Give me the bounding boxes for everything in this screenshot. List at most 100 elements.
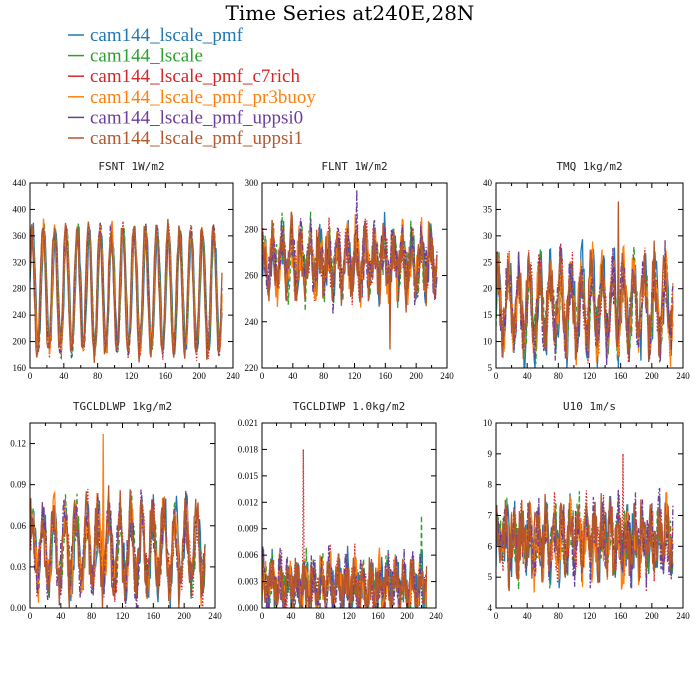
x-tick-label: 120 <box>583 611 597 621</box>
series-line <box>496 201 674 361</box>
figure-title: Time Series at240E,28N <box>226 1 475 25</box>
x-tick-label: 40 <box>59 371 69 381</box>
x-tick-label: 0 <box>260 611 265 621</box>
x-tick-label: 240 <box>429 611 443 621</box>
legend-label: cam144_lscale_pmf_uppsi1 <box>90 128 303 149</box>
y-tick-label: 0.021 <box>238 418 258 428</box>
panel-title: FSNT 1W/m2 <box>98 160 164 173</box>
y-tick-label: 25 <box>483 257 493 267</box>
series-line <box>496 493 674 592</box>
y-tick-label: 8 <box>488 480 493 490</box>
legend-item: cam144_lscale_pmf_uppsi0 <box>68 107 303 128</box>
y-tick-label: 320 <box>13 257 27 267</box>
y-tick-label: 30 <box>483 231 493 241</box>
legend-item: cam144_lscale_pmf <box>68 25 244 46</box>
y-tick-label: 7 <box>488 511 493 521</box>
legend-item: cam144_lscale_pmf_uppsi1 <box>68 128 303 149</box>
chart-panel: FSNT 1W/m2 0 40 80 120 160 200 240 160 200 240 280 3… <box>13 160 241 381</box>
legend-label: cam144_lscale_pmf_pr3buoy <box>90 87 316 108</box>
panel-title: TMQ 1kg/m2 <box>556 160 622 173</box>
y-tick-label: 6 <box>488 541 493 551</box>
x-tick-label: 160 <box>147 611 161 621</box>
y-tick-label: 5 <box>488 572 493 582</box>
legend-label: cam144_lscale <box>90 46 203 67</box>
y-tick-label: 0.003 <box>238 577 259 587</box>
y-tick-label: 4 <box>488 603 493 613</box>
x-tick-label: 40 <box>56 611 66 621</box>
y-tick-label: 0.000 <box>238 603 259 613</box>
x-tick-label: 80 <box>93 371 103 381</box>
legend-label: cam144_lscale_pmf_uppsi0 <box>90 107 303 128</box>
y-tick-label: 160 <box>13 363 27 373</box>
x-tick-label: 80 <box>554 611 564 621</box>
series-line <box>30 485 206 608</box>
series-line <box>262 553 428 608</box>
y-tick-label: 240 <box>245 317 259 327</box>
x-tick-label: 160 <box>371 611 385 621</box>
x-tick-label: 40 <box>287 611 297 621</box>
y-tick-label: 0.06 <box>10 521 26 531</box>
legend-item: cam144_lscale_pmf_c7rich <box>68 66 300 87</box>
y-tick-label: 20 <box>483 284 493 294</box>
panel-title: TGCLDIWP 1.0kg/m2 <box>293 400 406 413</box>
legend-label: cam144_lscale_pmf_c7rich <box>90 66 300 87</box>
y-tick-label: 300 <box>245 178 259 188</box>
x-tick-label: 160 <box>159 371 173 381</box>
series-line <box>262 211 438 350</box>
y-tick-label: 35 <box>483 204 493 214</box>
chart-panel: U10 1m/s 0 40 80 120 160 200 240 4 5 6 7 8 9 10 <box>483 400 690 621</box>
y-tick-label: 0.018 <box>238 444 259 454</box>
series-line <box>496 243 674 364</box>
chart-panels: FSNT 1W/m20 40 80 120 160 200 2401602002402803… <box>10 160 690 621</box>
x-tick-label: 200 <box>192 371 206 381</box>
plot-frame <box>495 422 684 609</box>
y-tick-label: 200 <box>13 337 27 347</box>
y-tick-label: 0.006 <box>238 550 259 560</box>
panel-title: TGCLDLWP 1kg/m2 <box>73 400 172 413</box>
series-line <box>30 218 223 363</box>
y-tick-label: 40 <box>483 178 493 188</box>
legend: cam144_lscale_pmfcam144_lscalecam144_lsc… <box>68 25 316 149</box>
panel-title: U10 1m/s <box>563 400 616 413</box>
x-tick-label: 120 <box>116 611 130 621</box>
x-tick-label: 200 <box>645 371 659 381</box>
x-tick-label: 80 <box>316 611 326 621</box>
legend-item: cam144_lscale_pmf_pr3buoy <box>68 87 316 108</box>
y-tick-label: 0.12 <box>10 439 26 449</box>
legend-label: cam144_lscale_pmf <box>90 25 244 46</box>
x-tick-label: 0 <box>494 611 499 621</box>
legend-item: cam144_lscale <box>68 46 203 67</box>
chart-panel: FLNT 1W/m2 0 40 80 120 160 200 240 220 240 260 280 3… <box>245 160 455 381</box>
series-group <box>496 453 674 593</box>
y-tick-label: 0.015 <box>238 471 259 481</box>
x-tick-label: 240 <box>440 371 454 381</box>
panel-title: FLNT 1W/m2 <box>321 160 387 173</box>
y-tick-label: 0.00 <box>10 603 26 613</box>
x-tick-label: 120 <box>342 611 356 621</box>
series-group <box>496 201 674 368</box>
series-group <box>262 449 428 608</box>
y-tick-label: 0.09 <box>10 480 26 490</box>
x-tick-label: 80 <box>319 371 329 381</box>
y-tick-label: 5 <box>488 363 493 373</box>
x-tick-label: 40 <box>288 371 298 381</box>
x-tick-label: 200 <box>645 611 659 621</box>
series-group <box>262 189 438 350</box>
x-tick-label: 120 <box>125 371 139 381</box>
series-group <box>30 433 206 608</box>
y-tick-label: 10 <box>483 337 493 347</box>
x-tick-label: 160 <box>614 611 628 621</box>
y-tick-label: 280 <box>13 284 27 294</box>
x-tick-label: 40 <box>523 611 533 621</box>
x-tick-label: 160 <box>614 371 628 381</box>
x-tick-label: 120 <box>348 371 362 381</box>
y-tick-label: 260 <box>245 271 259 281</box>
x-tick-label: 0 <box>494 371 499 381</box>
y-tick-label: 0.009 <box>238 524 259 534</box>
chart-panel: TGCLDIWP 1.0kg/m2 0 40 80 120 160 200 240 0.000 0… <box>238 400 444 621</box>
chart-panel: TMQ 1kg/m2 0 40 80 120 160 200 240 5 10 15 20 25 30 35… <box>483 160 690 381</box>
y-tick-label: 9 <box>488 449 493 459</box>
series-group <box>30 218 223 363</box>
y-tick-label: 10 <box>483 418 493 428</box>
